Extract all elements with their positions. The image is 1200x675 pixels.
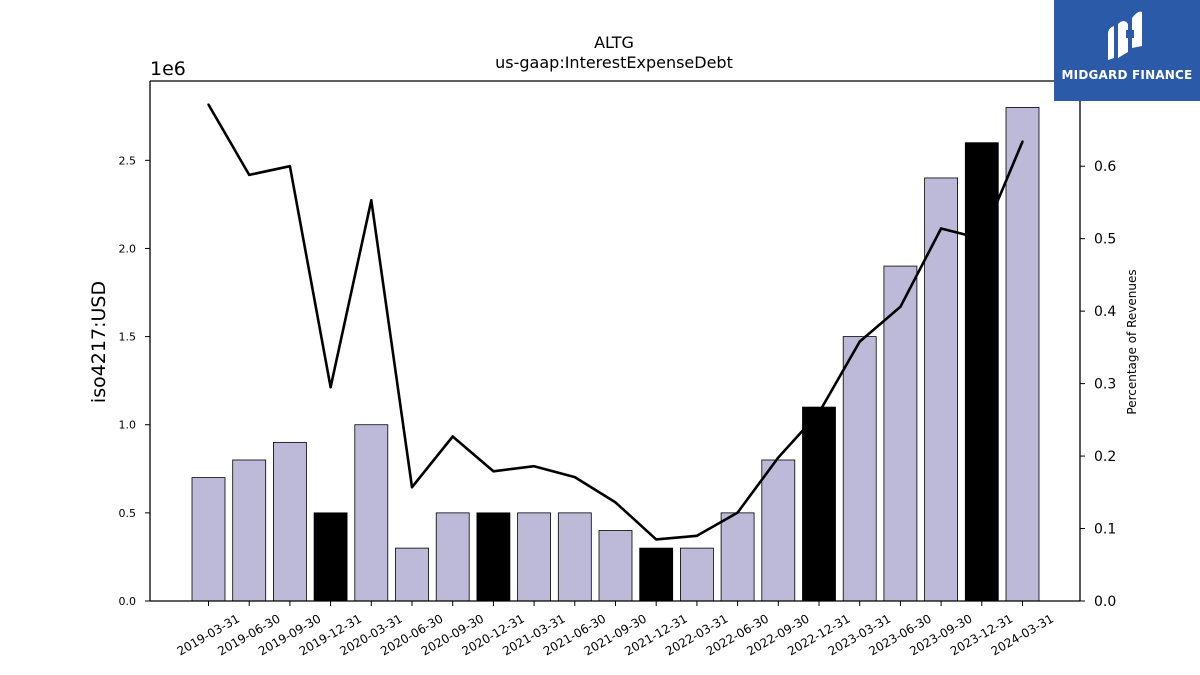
midgard-logo-icon — [1108, 11, 1142, 60]
y-tick-label: 0.5 — [119, 507, 137, 520]
y2-tick-label: 0.4 — [1094, 304, 1116, 320]
line-point-2019-12-31 — [329, 386, 332, 389]
line-point-2020-12-31 — [492, 470, 495, 473]
bar-2023-12-31 — [964, 142, 999, 602]
logo-text: MIDGARD FINANCE — [1061, 68, 1193, 82]
y2-axis-label: Percentage of Revenues — [1125, 269, 1139, 414]
bar-2024-03-31 — [1005, 107, 1040, 602]
line-point-2022-09-30 — [777, 456, 780, 459]
line-point-2019-06-30 — [248, 173, 251, 177]
line-point-2019-03-31 — [207, 103, 210, 106]
line-point-2022-12-31 — [817, 411, 821, 414]
bar-2021-12-31 — [639, 547, 674, 602]
y2-tick-label: 0.0 — [1094, 594, 1116, 610]
line-point-2023-09-30 — [939, 227, 943, 230]
bar-2022-03-31 — [680, 547, 714, 602]
bar-2021-03-31 — [517, 512, 551, 602]
bar-2020-09-30 — [435, 512, 470, 602]
axes-group — [149, 80, 1081, 602]
bar-2020-03-31 — [354, 424, 389, 602]
y2-tick-label: 0.3 — [1094, 377, 1116, 393]
y2-tick-label: 0.6 — [1094, 159, 1116, 175]
bar-2020-12-31 — [476, 512, 511, 602]
line-point-2020-03-31 — [370, 199, 373, 202]
y-tick-label: 1.0 — [119, 419, 137, 432]
line-point-2021-12-31 — [655, 538, 658, 541]
y-tick-label: 2.5 — [119, 154, 137, 167]
line-point-2022-06-30 — [736, 511, 739, 514]
y-tick-label: 2.0 — [119, 242, 137, 255]
line-point-2021-03-31 — [532, 465, 536, 468]
y-offset-label: 1e6 — [150, 58, 186, 80]
logo: MIDGARD FINANCE — [1054, 0, 1200, 101]
line-point-2020-06-30 — [410, 486, 414, 489]
bar-2022-06-30 — [720, 512, 755, 602]
bar-2019-06-30 — [232, 459, 267, 602]
y-axis-label: iso4217:USD — [88, 281, 110, 403]
bar-2019-09-30 — [272, 441, 307, 602]
line-point-2019-09-30 — [288, 165, 292, 168]
y2-tick-label: 0.2 — [1094, 449, 1116, 465]
bar-2021-09-30 — [598, 530, 633, 602]
y-tick-label: 1.5 — [119, 331, 137, 344]
bar-2019-03-31 — [191, 477, 226, 602]
y-tick-label: 0.0 — [119, 595, 137, 608]
chart-subtitle: us-gaap:InterestExpenseDebt — [495, 53, 733, 72]
y2-tick-label: 0.5 — [1094, 232, 1116, 248]
bar-2022-09-30 — [761, 459, 796, 602]
bar-2020-06-30 — [395, 547, 429, 602]
bars-group — [191, 107, 1040, 602]
line-point-2023-06-30 — [899, 305, 902, 308]
bar-2021-06-30 — [557, 512, 592, 602]
line-group — [207, 103, 1024, 541]
line-point-2024-03-31 — [1021, 140, 1024, 143]
line-point-2023-03-31 — [858, 340, 861, 343]
bar-2023-09-30 — [924, 177, 958, 602]
chart-title: ALTG — [594, 33, 634, 52]
line-point-2021-06-30 — [573, 475, 576, 479]
bar-2023-06-30 — [883, 265, 918, 602]
bar-2022-12-31 — [802, 406, 836, 602]
y2-tick-label: 0.1 — [1094, 522, 1116, 538]
line-point-2021-09-30 — [614, 501, 617, 504]
bar-2019-12-31 — [313, 512, 348, 602]
line-point-2022-03-31 — [695, 534, 699, 537]
line-point-2020-09-30 — [451, 435, 454, 438]
bar-2023-03-31 — [842, 336, 877, 602]
line-point-2023-12-31 — [980, 237, 983, 240]
